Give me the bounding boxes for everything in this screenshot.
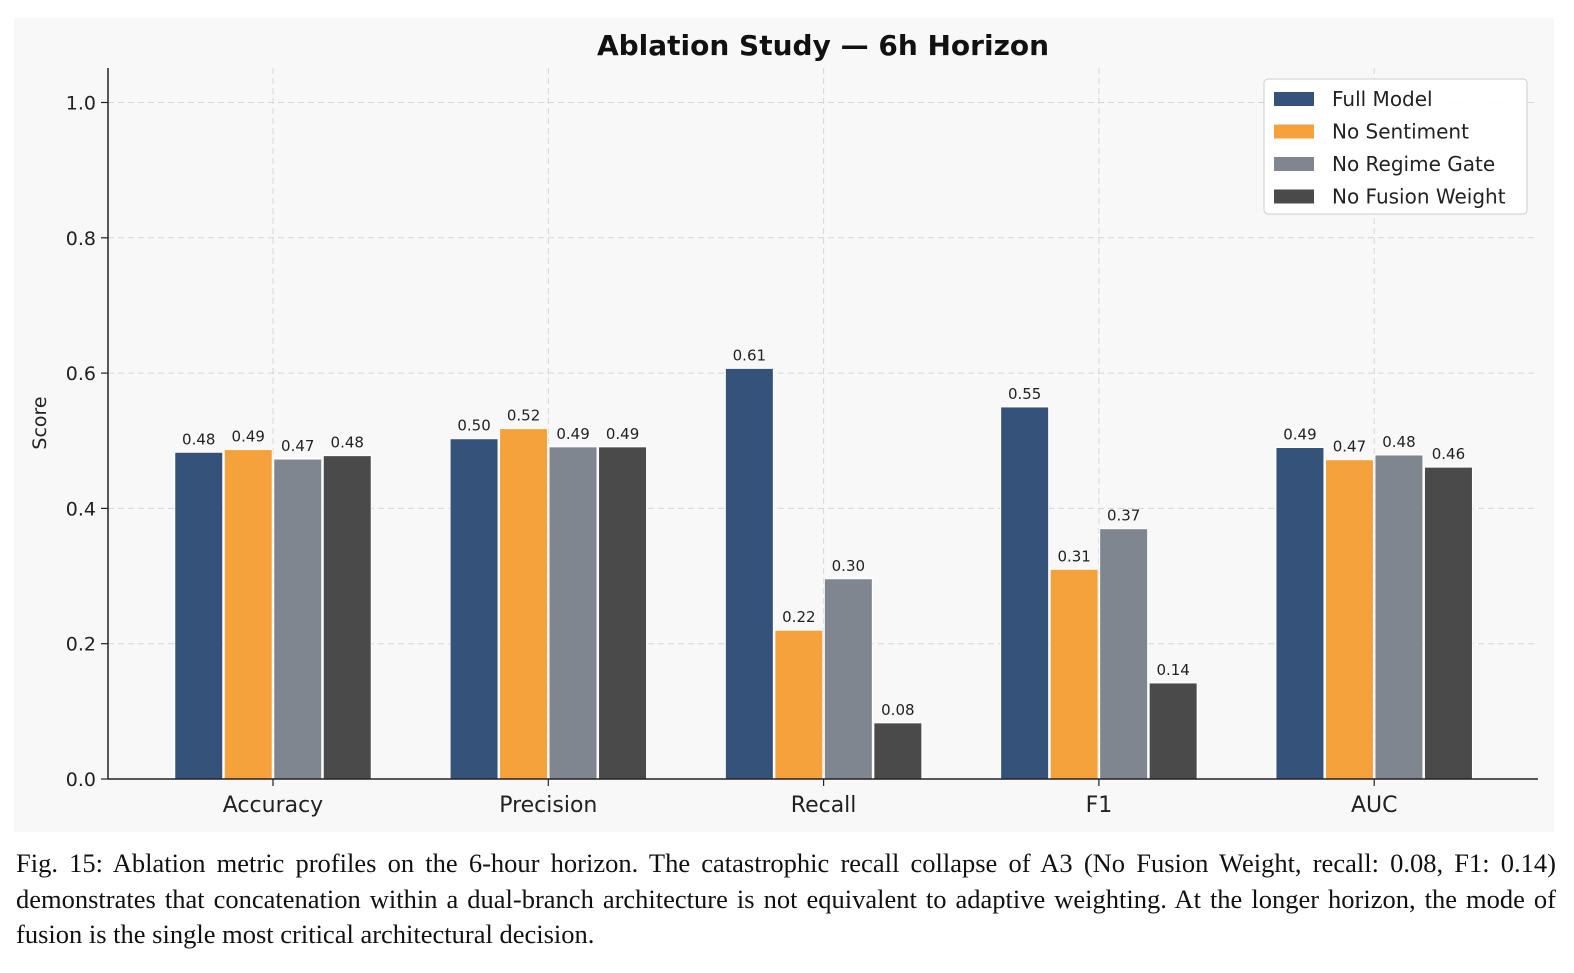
bar [1049,568,1099,780]
bar-value-label: 0.48 [331,434,364,452]
figure-caption: Fig. 15: Ablation metric profiles on the… [16,848,1556,949]
bar [223,449,273,780]
category-label: Recall [791,793,857,818]
legend-box [1263,78,1528,215]
bar [1099,528,1149,780]
bar-value-label: 0.49 [1283,426,1316,444]
legend-swatch [1274,92,1314,106]
bar [823,578,873,780]
bar [174,451,224,780]
legend-swatch [1274,124,1314,139]
bar [1423,466,1473,780]
y-tick-label: 0.6 [66,363,96,385]
bar-value-label: 0.48 [182,430,215,448]
category-label: Accuracy [223,793,323,818]
category-label: F1 [1086,793,1113,818]
legend: Full Model No Sentiment No Regime Gate No F… [1263,78,1528,215]
bar-value-label: 0.61 [733,346,766,364]
bar [548,446,598,780]
legend-swatch [1274,157,1314,171]
bar-value-label: 0.47 [281,437,314,455]
bar [273,458,323,780]
bar [322,455,372,780]
y-tick-label: 1.0 [66,93,96,115]
bar-value-label: 0.55 [1008,385,1041,403]
legend-label: Full Model [1332,87,1433,111]
bar-value-label: 0.49 [606,425,639,443]
chart-title: Ablation Study — 6h Horizon [597,29,1049,62]
y-tick-label: 0.0 [66,769,96,791]
bar-value-label: 0.14 [1156,661,1189,679]
y-tick-label: 0.2 [66,634,96,656]
bar [774,629,824,780]
bar [724,367,774,780]
bar-value-label: 0.49 [556,425,589,443]
bar-value-label: 0.46 [1432,445,1465,463]
bar-value-label: 0.22 [782,608,815,626]
category-label: Precision [499,793,597,818]
y-axis-label: Score [29,396,51,449]
bar [598,446,648,780]
bar-value-label: 0.31 [1057,547,1090,565]
bar [1324,459,1374,780]
legend-label: No Fusion Weight [1332,185,1506,209]
category-label: AUC [1351,793,1398,818]
bar [873,722,923,780]
bar [1374,454,1424,780]
legend-label: No Sentiment [1332,120,1469,144]
bar-value-label: 0.50 [457,417,490,435]
y-tick-label: 0.4 [66,498,96,520]
bar-value-label: 0.48 [1382,433,1415,451]
bar [1000,406,1050,780]
bar [1148,682,1198,780]
legend-label: No Regime Gate [1332,152,1495,176]
bar-value-label: 0.47 [1333,438,1366,456]
bar-value-label: 0.30 [832,557,865,575]
bar-value-label: 0.08 [881,701,914,719]
bar-value-label: 0.37 [1107,507,1140,525]
bar-chart: Ablation Study — 6h Horizon 0.480.500.61… [29,29,1538,818]
y-tick-label: 0.8 [66,228,96,250]
bar [1275,447,1325,780]
legend-swatch [1274,189,1314,204]
axes: 0.0 0.2 0.4 0.6 0.8 1.0 Accuracy Precision Recal… [66,68,1538,818]
bar [449,438,499,780]
figure: Ablation Study — 6h Horizon 0.48 0.50 0.61… [14,18,1554,832]
bar-value-label: 0.49 [232,428,265,446]
bar [499,428,549,780]
bar-value-label: 0.52 [507,407,540,425]
